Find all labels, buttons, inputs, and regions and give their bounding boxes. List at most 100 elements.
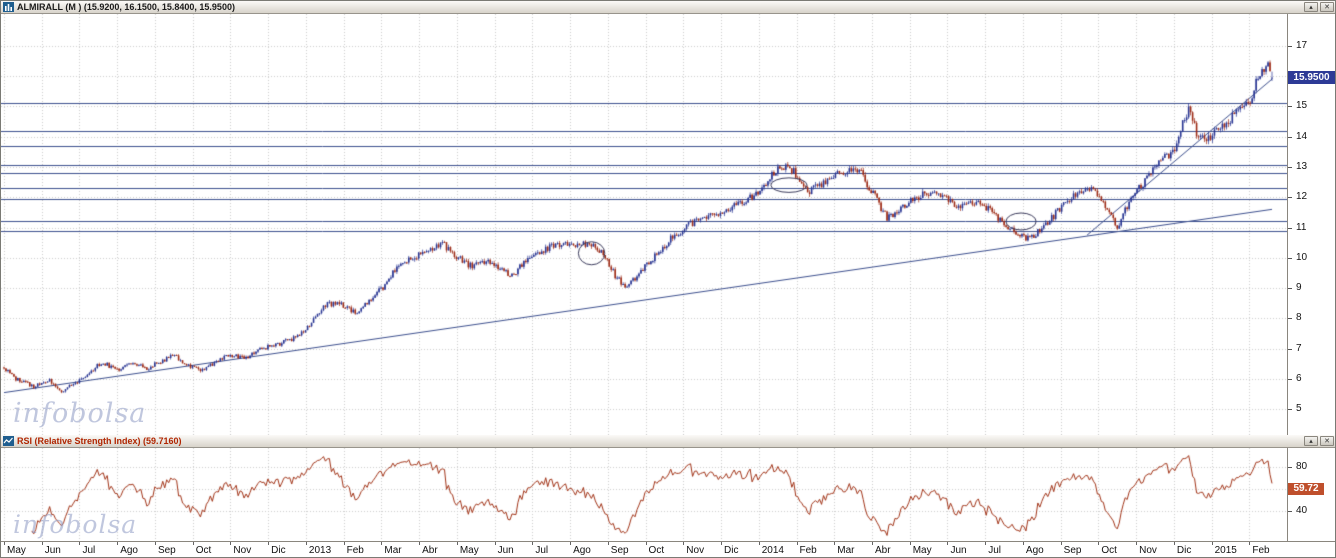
rsi-last-value-label: 59.72	[1288, 483, 1324, 496]
time-axis: May Jun Jul Ago Sep Oct Nov Dic 2013 Feb Mar Abr May…	[1, 541, 1335, 557]
time-axis-tickmark	[1174, 542, 1175, 545]
price-axis-tickmark	[1288, 197, 1292, 198]
price-axis-label: 10	[1296, 251, 1308, 263]
time-axis-label: Oct	[648, 545, 665, 556]
time-axis-tickmark	[985, 542, 986, 545]
price-axis-tickmark	[1288, 46, 1292, 47]
price-axis-label: 8	[1296, 312, 1302, 324]
time-axis-label: Oct	[1101, 545, 1117, 556]
price-chart-canvas[interactable]	[1, 14, 1287, 435]
time-axis-label: May	[7, 545, 26, 556]
chart-icon	[3, 2, 14, 12]
indicator-icon	[3, 436, 14, 446]
time-axis-label: Nov	[686, 545, 705, 556]
time-axis-label: Feb	[799, 545, 817, 556]
time-axis-tickmark	[155, 542, 156, 545]
time-axis-label: Nov	[233, 545, 252, 556]
price-axis-tickmark	[1288, 167, 1292, 168]
rsi-panel-title: RSI (Relative Strength Index) (59.7160)	[17, 436, 182, 446]
price-axis-label: 12	[1296, 191, 1308, 203]
price-axis-label: 7	[1296, 342, 1302, 354]
time-axis-tickmark	[193, 542, 194, 545]
price-axis-tickmark	[1288, 349, 1292, 350]
time-axis-tickmark	[1061, 542, 1062, 545]
time-axis-label: Mar	[384, 545, 402, 556]
time-axis-tickmark	[230, 542, 231, 545]
time-axis-label: May	[459, 545, 479, 556]
price-axis-label: 14	[1296, 130, 1308, 142]
time-axis-label: Abr	[874, 545, 891, 556]
time-axis-label: Sep	[157, 545, 176, 556]
time-axis-tickmark	[683, 542, 684, 545]
time-axis-label: Sep	[610, 545, 629, 556]
time-axis-tickmark	[1023, 542, 1024, 545]
time-axis-label: Jul	[82, 545, 96, 556]
price-window-titlebar[interactable]: ALMIRALL (M ) (15.9200, 16.1500, 15.8400…	[1, 1, 1335, 14]
rsi-plot-area: infobolsa	[1, 448, 1287, 541]
time-axis-label: Mar	[837, 545, 855, 556]
price-axis: 567891011121314151617	[1287, 14, 1335, 435]
rsi-axis-label: 40	[1296, 505, 1308, 517]
price-axis-label: 9	[1296, 282, 1302, 294]
rsi-panel-titlebar[interactable]: RSI (Relative Strength Index) (59.7160) …	[1, 435, 1335, 448]
rollup-button[interactable]: ▴	[1304, 436, 1318, 446]
time-axis-tickmark	[419, 542, 420, 545]
time-axis-tickmark	[1098, 542, 1099, 545]
price-axis-label: 11	[1296, 221, 1307, 233]
time-axis-tickmark	[344, 542, 345, 545]
time-axis-tickmark	[42, 542, 43, 545]
price-axis-tickmark	[1288, 228, 1292, 229]
time-axis-label: 2014	[761, 545, 784, 556]
time-axis-label: Ago	[1025, 545, 1044, 556]
time-axis-label: Ago	[120, 545, 138, 556]
time-axis-tickmark	[1136, 542, 1137, 545]
rsi-axis-label: 80	[1296, 460, 1308, 472]
time-axis-label: Dic	[1176, 545, 1192, 556]
time-axis-tickmark	[117, 542, 118, 545]
last-price-label: 15.9500	[1288, 70, 1335, 84]
time-axis-tickmark	[797, 542, 798, 545]
time-axis-tickmark	[910, 542, 911, 545]
time-axis-label: Jun	[950, 545, 967, 556]
rollup-button[interactable]: ▴	[1304, 2, 1318, 12]
price-axis-tickmark	[1288, 288, 1292, 289]
time-axis-label: Nov	[1139, 545, 1157, 556]
price-axis-label: 17	[1296, 39, 1308, 51]
rsi-axis-tickmark	[1288, 511, 1292, 512]
close-icon[interactable]: ✕	[1320, 436, 1334, 446]
time-axis-tickmark	[759, 542, 760, 545]
time-axis-label: Feb	[1252, 545, 1270, 556]
time-axis-tickmark	[1249, 542, 1250, 545]
time-axis-tickmark	[4, 542, 5, 545]
time-axis-label: Jun	[44, 545, 61, 556]
rsi-chart-canvas[interactable]	[1, 448, 1287, 541]
time-axis-label: Jul	[988, 545, 1001, 556]
time-axis-tickmark	[457, 542, 458, 545]
time-axis-label: Jul	[535, 545, 549, 556]
price-axis-tickmark	[1288, 318, 1292, 319]
time-axis-label: May	[912, 545, 932, 556]
time-axis-label: Dic	[271, 545, 286, 556]
price-axis-label: 13	[1296, 160, 1308, 172]
price-window-title: ALMIRALL (M ) (15.9200, 16.1500, 15.8400…	[17, 2, 235, 12]
time-axis-tickmark	[721, 542, 722, 545]
price-axis-tickmark	[1288, 258, 1292, 259]
price-axis-label: 6	[1296, 372, 1302, 384]
time-axis-tickmark	[834, 542, 835, 545]
time-axis-label: Jun	[497, 545, 514, 556]
time-axis-tickmark	[268, 542, 269, 545]
price-plot-area: infobolsa	[1, 14, 1287, 435]
time-axis-tickmark	[646, 542, 647, 545]
time-axis-label: 2013	[308, 545, 332, 556]
time-axis-label: 2015	[1214, 545, 1237, 556]
time-axis-tickmark	[79, 542, 80, 545]
time-axis-tickmark	[495, 542, 496, 545]
close-icon[interactable]: ✕	[1320, 2, 1334, 12]
time-axis-tickmark	[608, 542, 609, 545]
time-axis-label: Sep	[1063, 545, 1082, 556]
time-axis-label: Ago	[573, 545, 591, 556]
time-axis-tickmark	[1212, 542, 1213, 545]
price-axis-tickmark	[1288, 379, 1292, 380]
price-axis-tickmark	[1288, 409, 1292, 410]
